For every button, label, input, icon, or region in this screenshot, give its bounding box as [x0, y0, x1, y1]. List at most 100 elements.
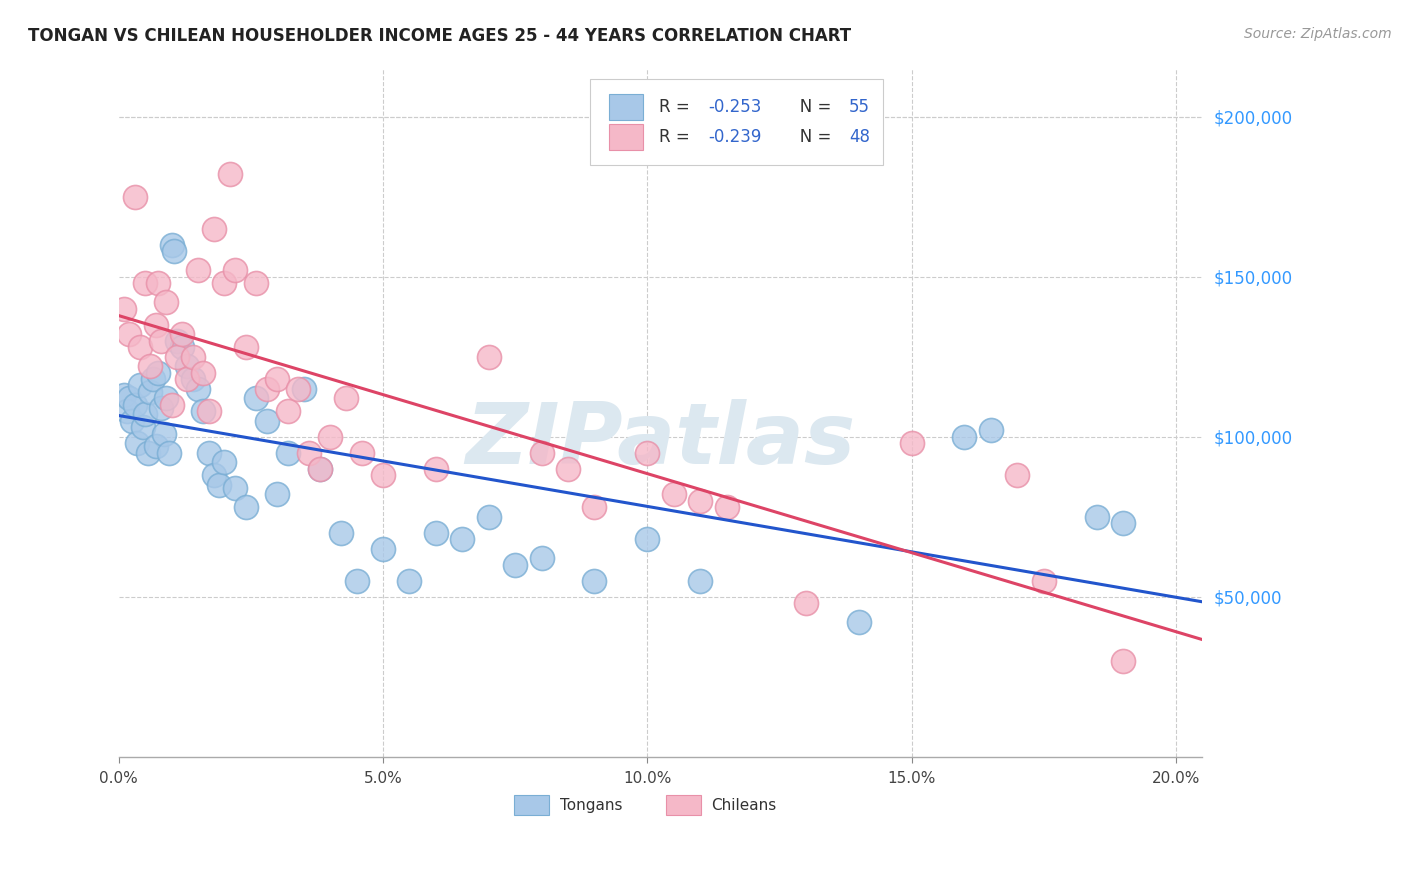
Point: [148, 366, 170, 380]
Point: [202, 468, 225, 483]
Point: [128, 378, 150, 392]
Point: [245, 276, 267, 290]
Text: TONGAN VS CHILEAN HOUSEHOLDER INCOME AGES 25 - 44 YEARS CORRELATION CHART: TONGAN VS CHILEAN HOUSEHOLDER INCOME AGE…: [28, 27, 851, 45]
Point: [346, 574, 368, 588]
Point: [121, 414, 143, 428]
Point: [371, 468, 394, 483]
Point: [557, 461, 579, 475]
Point: [503, 558, 526, 572]
Point: [214, 276, 236, 290]
Point: [256, 382, 278, 396]
Point: [163, 244, 186, 258]
Point: [127, 436, 149, 450]
Text: -0.253: -0.253: [709, 98, 762, 116]
Point: [124, 189, 146, 203]
Point: [172, 340, 194, 354]
Text: Chileans: Chileans: [711, 797, 776, 813]
Point: [155, 295, 177, 310]
Point: [716, 500, 738, 515]
Text: -0.239: -0.239: [709, 128, 762, 145]
Text: ZIPatlas: ZIPatlas: [465, 399, 856, 482]
Point: [172, 327, 194, 342]
Point: [689, 493, 711, 508]
Point: [478, 509, 501, 524]
Point: [329, 525, 352, 540]
Point: [176, 359, 198, 374]
Point: [256, 414, 278, 428]
Point: [451, 532, 474, 546]
Point: [277, 446, 299, 460]
Point: [118, 327, 141, 342]
Point: [115, 404, 138, 418]
Point: [202, 221, 225, 235]
Point: [335, 392, 357, 406]
FancyBboxPatch shape: [591, 78, 883, 165]
Point: [128, 340, 150, 354]
Point: [193, 404, 215, 418]
Point: [112, 301, 135, 316]
Point: [150, 401, 173, 415]
Point: [187, 382, 209, 396]
Point: [214, 455, 236, 469]
Bar: [666, 796, 700, 814]
Bar: [515, 796, 548, 814]
Point: [235, 340, 257, 354]
Point: [1112, 654, 1135, 668]
Point: [425, 461, 447, 475]
Point: [794, 596, 817, 610]
Point: [350, 446, 373, 460]
Point: [160, 237, 183, 252]
Point: [1007, 468, 1029, 483]
Point: [689, 574, 711, 588]
Point: [152, 426, 174, 441]
Point: [155, 392, 177, 406]
Point: [266, 487, 288, 501]
Point: [166, 334, 188, 348]
Point: [218, 167, 240, 181]
Point: [139, 384, 162, 399]
Point: [181, 350, 204, 364]
Point: [235, 500, 257, 515]
Point: [157, 446, 180, 460]
Point: [530, 551, 553, 566]
Point: [636, 532, 658, 546]
Point: [636, 446, 658, 460]
Point: [530, 446, 553, 460]
Bar: [609, 124, 643, 150]
Point: [118, 392, 141, 406]
Point: [245, 392, 267, 406]
Point: [319, 430, 342, 444]
Point: [224, 263, 246, 277]
Text: Source: ZipAtlas.com: Source: ZipAtlas.com: [1244, 27, 1392, 41]
Point: [224, 481, 246, 495]
Point: [1032, 574, 1054, 588]
Point: [662, 487, 685, 501]
Point: [181, 372, 204, 386]
Point: [197, 446, 219, 460]
Point: [398, 574, 420, 588]
Point: [193, 366, 215, 380]
Bar: [609, 94, 643, 120]
Point: [287, 382, 309, 396]
Text: N =: N =: [785, 128, 837, 145]
Text: 55: 55: [849, 98, 870, 116]
Point: [308, 461, 330, 475]
Point: [112, 388, 135, 402]
Point: [900, 436, 922, 450]
Point: [1085, 509, 1108, 524]
Point: [848, 615, 870, 630]
Point: [197, 404, 219, 418]
Point: [266, 372, 288, 386]
Point: [150, 334, 173, 348]
Point: [134, 276, 156, 290]
Point: [277, 404, 299, 418]
Point: [371, 541, 394, 556]
Point: [176, 372, 198, 386]
Point: [425, 525, 447, 540]
Text: 48: 48: [849, 128, 870, 145]
Text: R =: R =: [659, 128, 696, 145]
Point: [187, 263, 209, 277]
Point: [478, 350, 501, 364]
Point: [953, 430, 976, 444]
Point: [142, 372, 165, 386]
